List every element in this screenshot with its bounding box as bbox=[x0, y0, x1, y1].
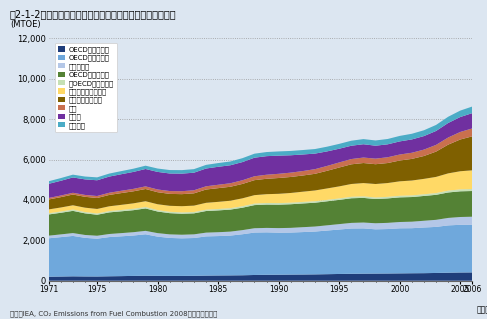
Legend: OECD太平洋諸国, OECD北アメリカ, 南アメリカ, OECDヨーロッパ, 非OECDヨーロッパ, アジア（中国除く）, 中国（香港含む）, 中東, 旧ソ連: OECD太平洋諸国, OECD北アメリカ, 南アメリカ, OECDヨーロッパ, … bbox=[55, 43, 117, 132]
Text: （年）: （年） bbox=[477, 306, 487, 315]
Text: (MTOE): (MTOE) bbox=[11, 19, 41, 29]
Text: 図2-1-2　世界の地域における一次エネルギー供給量の推移: 図2-1-2 世界の地域における一次エネルギー供給量の推移 bbox=[10, 10, 176, 19]
Text: 資料：IEA, CO₂ Emissions from Fuel Combustion 2008より環境省作成: 資料：IEA, CO₂ Emissions from Fuel Combusti… bbox=[10, 311, 217, 317]
